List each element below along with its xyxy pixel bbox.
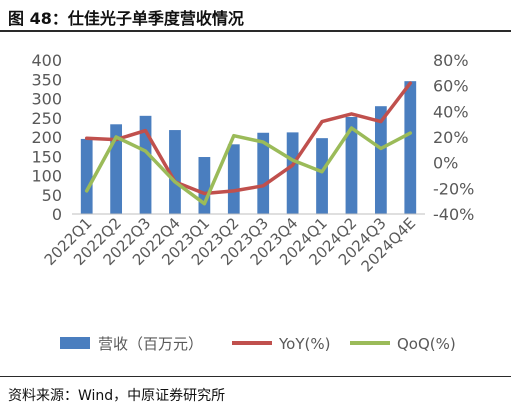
- revenue-bar-2023Q3: [257, 132, 270, 214]
- left-tick-label: 50: [42, 186, 62, 205]
- legend-label-yoy: YoY(%): [278, 335, 330, 353]
- left-tick-label: 200: [31, 128, 62, 147]
- legend-swatch-revenue: [60, 337, 90, 349]
- qoq-line: [84, 126, 413, 206]
- revenue-bar-2023Q4: [286, 132, 299, 214]
- revenue-bar-2024Q1: [316, 138, 328, 214]
- left-tick-label: 300: [31, 90, 62, 109]
- left-tick-label: 100: [31, 167, 62, 186]
- right-tick-label: -40%: [433, 205, 474, 224]
- figure-title: 图 48：仕佳光子单季度营收情况: [8, 9, 244, 28]
- right-axis-ticks: -40% -20% 0% 20% 40% 60% 80%: [433, 51, 474, 224]
- left-tick-label: 150: [31, 147, 62, 166]
- right-tick-label: 60%: [433, 77, 469, 96]
- legend-label-qoq: QoQ(%): [397, 335, 456, 353]
- source-bar: 资料来源：Wind，中原证券研究所: [0, 376, 511, 410]
- revenue-bar-2022Q4: [169, 130, 181, 214]
- x-axis-ticks: 2022Q12022Q22022Q32022Q42023Q12023Q22023…: [41, 214, 419, 276]
- revenue-bar-2022Q2: [110, 124, 123, 214]
- legend-label-revenue: 营收（百万元）: [98, 335, 203, 353]
- source-note: 资料来源：Wind，中原证券研究所: [8, 388, 226, 404]
- title-bar: 图 48：仕佳光子单季度营收情况: [0, 0, 511, 32]
- legend: 营收（百万元） YoY(%) QoQ(%): [60, 335, 456, 353]
- revenue-bar-2022Q1: [80, 138, 93, 214]
- ratio-lines: [84, 81, 413, 206]
- chart-container: 0 50 100 150 200 250 300 350 400 -40% -20% 0% 20% 40…: [0, 34, 511, 374]
- yoy-line: [84, 81, 413, 196]
- right-tick-label: 0%: [433, 154, 458, 173]
- right-tick-label: -20%: [433, 179, 474, 198]
- right-tick-label: 20%: [433, 128, 469, 147]
- revenue-bar-2024Q4E: [404, 81, 417, 214]
- revenue-bar-2024Q2: [345, 116, 358, 214]
- right-tick-label: 80%: [433, 51, 469, 70]
- left-tick-label: 350: [31, 70, 62, 89]
- right-tick-label: 40%: [433, 102, 469, 121]
- left-tick-label: 400: [31, 51, 62, 70]
- revenue-bar-2024Q3: [374, 106, 387, 214]
- revenue-bars: [80, 81, 417, 214]
- revenue-bar-2023Q1: [198, 157, 211, 214]
- left-tick-label: 250: [31, 109, 62, 128]
- revenue-bar-2022Q3: [139, 115, 152, 214]
- revenue-bar-2023Q2: [227, 144, 240, 214]
- left-tick-label: 0: [52, 205, 62, 224]
